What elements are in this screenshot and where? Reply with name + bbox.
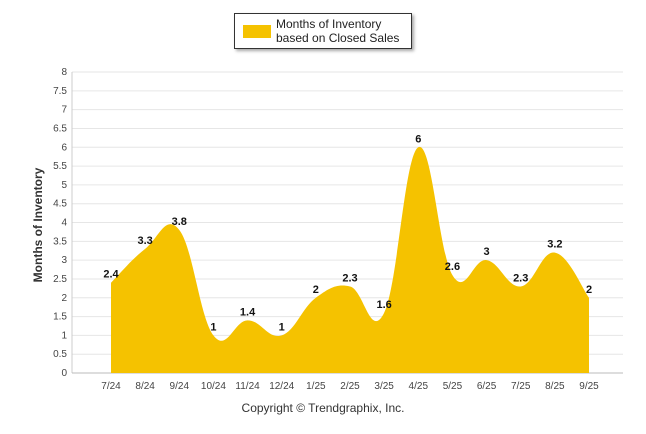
x-tick-label: 1/25: [306, 381, 326, 392]
x-tick-label: 12/24: [269, 381, 294, 392]
x-axis-ticks: 7/24 8/24 9/24 10/24 11/24 12/24 1/25 2/25 3/25 4…: [101, 381, 599, 392]
data-label: 3.8: [172, 216, 187, 228]
data-label: 3: [484, 246, 490, 258]
x-tick-label: 3/25: [374, 381, 394, 392]
y-tick-label: 1.5: [53, 312, 67, 323]
data-label: 1: [210, 321, 216, 333]
x-tick-label: 4/25: [409, 381, 429, 392]
legend-label: Months of Inventory based on Closed Sale…: [276, 17, 400, 45]
y-tick-label: 5.5: [53, 161, 67, 172]
x-tick-label: 2/25: [340, 381, 360, 392]
x-tick-label: 7/25: [511, 381, 531, 392]
y-tick-label: 4: [61, 218, 67, 229]
legend: Months of Inventory based on Closed Sale…: [234, 13, 412, 49]
y-tick-label: 1: [61, 330, 67, 341]
x-tick-label: 9/25: [579, 381, 599, 392]
area-series-fill: [111, 146, 589, 373]
data-labels: 2.4 3.3 3.8 1 1.4 1 2 2.3 1.6 6 2.6 3 2.3 3.2 2: [103, 133, 592, 333]
y-tick-label: 8: [61, 67, 67, 78]
y-tick-label: 6: [61, 142, 67, 153]
y-tick-label: 2.5: [53, 274, 67, 285]
data-label: 3.2: [547, 239, 562, 251]
y-tick-label: 2: [61, 293, 67, 304]
y-tick-label: 0: [61, 368, 67, 379]
area-series: [111, 146, 589, 373]
x-tick-label: 6/25: [477, 381, 497, 392]
data-label: 2: [586, 284, 592, 296]
data-label: 6: [415, 133, 421, 145]
x-tick-label: 11/24: [235, 381, 260, 392]
y-axis-label: Months of Inventory: [31, 167, 45, 282]
y-tick-label: 6.5: [53, 123, 67, 134]
data-label: 1.6: [376, 299, 391, 311]
data-label: 2.6: [445, 261, 460, 273]
data-label: 2: [313, 284, 319, 296]
data-label: 2.4: [103, 269, 119, 281]
x-tick-label: 8/25: [545, 381, 565, 392]
data-label: 2.3: [342, 272, 357, 284]
x-tick-label: 9/24: [170, 381, 190, 392]
x-tick-label: 8/24: [135, 381, 155, 392]
data-label: 2.3: [513, 272, 528, 284]
y-tick-label: 0.5: [53, 349, 67, 360]
legend-swatch: [243, 25, 271, 38]
y-axis-ticks: 0 0.5 1 1.5 2 2.5 3 3.5 4 4.5 5 5.5 6 6.5 7 7.5 8: [53, 67, 67, 379]
y-tick-label: 3: [61, 255, 67, 266]
data-label: 3.3: [137, 235, 152, 247]
y-tick-label: 5: [61, 180, 67, 191]
x-tick-label: 7/24: [101, 381, 121, 392]
data-label: 1: [279, 321, 285, 333]
y-tick-label: 7: [61, 105, 67, 116]
y-tick-label: 3.5: [53, 236, 67, 247]
x-tick-label: 5/25: [443, 381, 463, 392]
data-label: 1.4: [240, 306, 256, 318]
copyright-text: Copyright © Trendgraphix, Inc.: [241, 401, 405, 415]
y-tick-label: 7.5: [53, 86, 67, 97]
x-tick-label: 10/24: [201, 381, 226, 392]
y-tick-label: 4.5: [53, 199, 67, 210]
